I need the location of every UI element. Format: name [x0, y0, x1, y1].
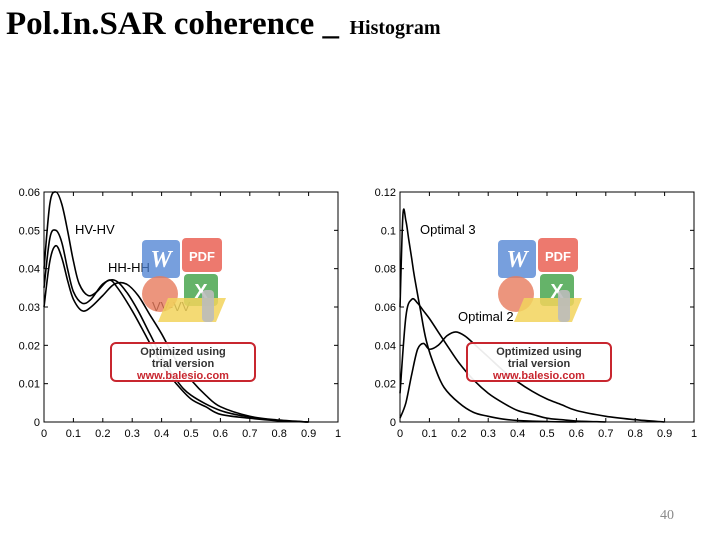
x-tick-label: 0	[397, 428, 403, 440]
x-tick-label: 0.7	[598, 428, 613, 440]
office-logo-icon: W PDF X	[498, 238, 582, 322]
watermark-line1: Optimized using	[496, 346, 582, 358]
watermark-line3: www.balesio.com	[137, 370, 229, 382]
y-tick-label: 0.08	[375, 264, 396, 276]
y-tick-label: 0	[390, 417, 396, 429]
svg-text:W: W	[506, 247, 529, 273]
y-tick-label: 0.12	[375, 187, 396, 199]
x-tick-label: 0.1	[422, 428, 437, 440]
x-tick-label: 0.4	[154, 428, 169, 440]
series-line-vv-vv	[43, 244, 309, 423]
watermark-line2: trial version	[507, 358, 571, 370]
x-tick-label: 0.3	[125, 428, 140, 440]
x-tick-label: 0.8	[628, 428, 643, 440]
x-tick-label: 0.9	[301, 428, 316, 440]
x-tick-label: 1	[691, 428, 697, 440]
y-tick-label: 0.04	[19, 264, 40, 276]
series-line-hh-hh	[43, 229, 309, 423]
curve-label: HV-HV	[75, 222, 115, 237]
x-tick-label: 0.6	[569, 428, 584, 440]
curve-label: Optimal 2	[458, 309, 514, 324]
x-tick-label: 0.3	[481, 428, 496, 440]
series-line-optimal-2	[399, 297, 606, 423]
y-tick-label: 0	[34, 417, 40, 429]
x-tick-label: 0.7	[242, 428, 257, 440]
x-tick-label: 0	[41, 428, 47, 440]
x-tick-label: 0.8	[272, 428, 287, 440]
y-tick-label: 0.02	[19, 340, 40, 352]
watermark-left: Optimized using trial version www.balesi…	[110, 342, 256, 382]
x-tick-label: 0.2	[95, 428, 110, 440]
x-tick-label: 1	[335, 428, 341, 440]
y-tick-label: 0.02	[375, 379, 396, 391]
curve-label: Optimal 3	[420, 222, 476, 237]
watermark-line3: www.balesio.com	[493, 370, 585, 382]
x-tick-label: 0.2	[451, 428, 466, 440]
x-tick-label: 0.1	[66, 428, 81, 440]
x-tick-label: 0.9	[657, 428, 672, 440]
office-logo-icon: W PDF X	[142, 238, 226, 322]
svg-text:W: W	[150, 247, 173, 273]
slide-title: Pol.In.SAR coherence _ Histogram	[6, 6, 441, 43]
title-main: Pol.In.SAR coherence _	[6, 6, 340, 42]
y-tick-label: 0.04	[375, 340, 396, 352]
x-tick-label: 0.5	[539, 428, 554, 440]
x-tick-label: 0.6	[213, 428, 228, 440]
watermark-line1: Optimized using	[140, 346, 226, 358]
y-tick-label: 0.03	[19, 302, 40, 314]
svg-text:PDF: PDF	[545, 249, 571, 264]
y-tick-label: 0.05	[19, 225, 40, 237]
y-tick-label: 0.1	[381, 225, 396, 237]
watermark-right: Optimized using trial version www.balesi…	[466, 342, 612, 382]
y-tick-label: 0.01	[19, 379, 40, 391]
svg-text:PDF: PDF	[189, 249, 215, 264]
curve-label: HH-HH	[108, 260, 150, 275]
y-tick-label: 0.06	[19, 187, 40, 199]
title-sub: Histogram	[349, 17, 441, 39]
chart-right: 0 0.02 0.04 0.06 0.08 0.1 0.12 0 0.1 0.2 0.3 0.4 0.5…	[375, 187, 697, 440]
charts-canvas: 0 0.01 0.02 0.03 0.04 0.05 0.06 0 0.1 0.2 0.3 0.4 0.…	[19, 187, 697, 440]
series-line-optimal-3	[399, 208, 577, 423]
page-number: 40	[660, 508, 674, 523]
series-line-hv-hv	[43, 191, 309, 423]
x-tick-label: 0.4	[510, 428, 525, 440]
y-tick-label: 0.06	[375, 302, 396, 314]
watermark-line2: trial version	[151, 358, 215, 370]
x-tick-label: 0.5	[183, 428, 198, 440]
